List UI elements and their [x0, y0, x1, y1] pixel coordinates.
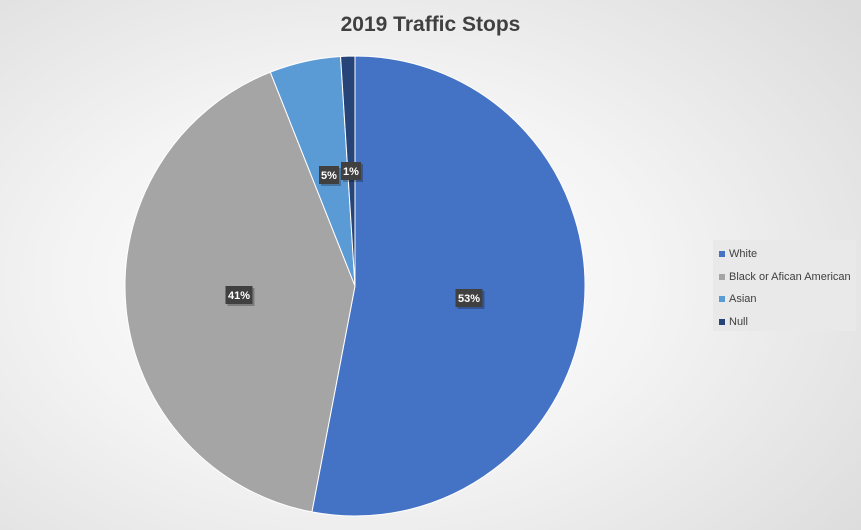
- data-label-black-or-african-american: 41%: [225, 286, 255, 306]
- data-label-box: [225, 286, 253, 304]
- chart-title: 2019 Traffic Stops: [340, 13, 521, 36]
- legend-swatch-white: [719, 251, 725, 258]
- legend-item-null: Null: [719, 311, 856, 334]
- legend-item-white: White: [719, 243, 856, 266]
- pie-slice-white: [311, 55, 586, 517]
- data-label-text: 1%: [343, 166, 359, 178]
- data-label-box: [341, 162, 361, 180]
- legend-label-black-or-african-american: Black or Afican American: [729, 270, 851, 283]
- data-label-box: [319, 166, 339, 184]
- legend-swatch-black-or-african-american: [719, 273, 725, 280]
- legend-label-asian: Asian: [729, 293, 757, 306]
- data-label-null: 1%: [341, 162, 363, 182]
- data-label-box: [455, 289, 483, 307]
- legend-swatch-null: [719, 318, 725, 325]
- legend-item-asian: Asian: [719, 288, 856, 311]
- legend: White Black or Afican American Asian Nul…: [713, 240, 856, 331]
- legend-label-null: Null: [729, 315, 748, 328]
- legend-label-white: White: [729, 248, 758, 261]
- data-label-text: 53%: [458, 293, 480, 305]
- data-label-white: 53%: [455, 289, 485, 309]
- data-label-text: 41%: [228, 290, 250, 302]
- data-label-asian: 5%: [319, 166, 341, 186]
- legend-item-black-or-african-american: Black or Afican American: [719, 266, 856, 289]
- data-label-text: 5%: [321, 170, 337, 182]
- legend-swatch-asian: [719, 296, 725, 303]
